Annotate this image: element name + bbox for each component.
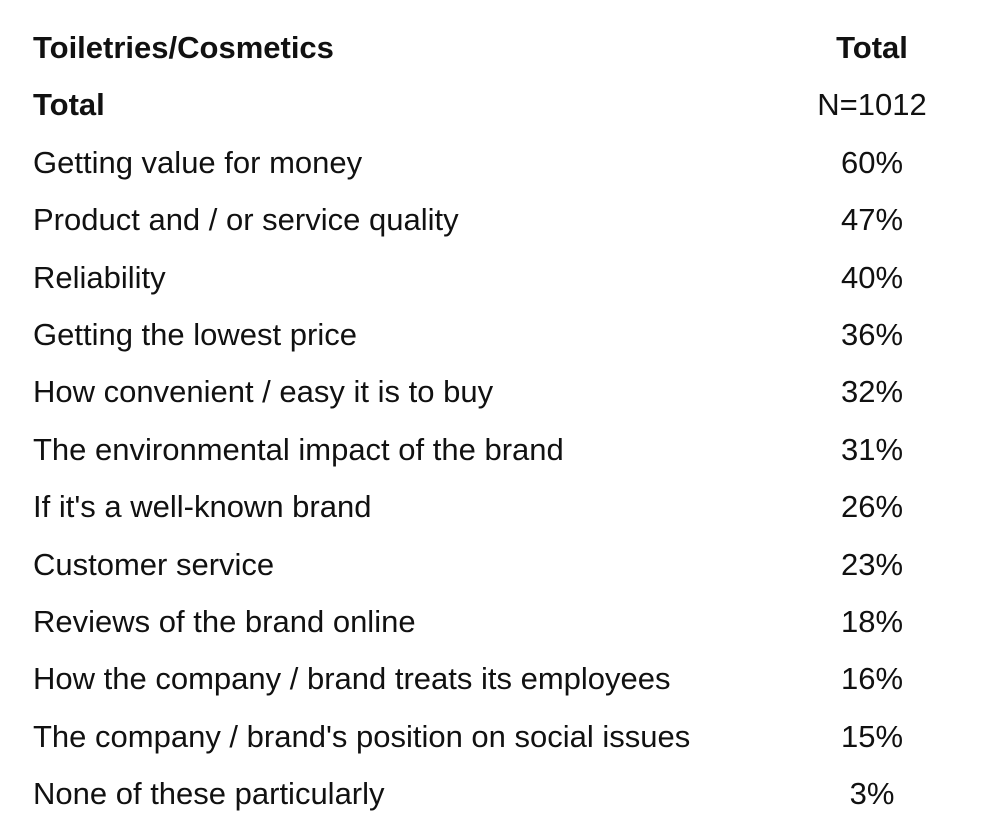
row-label: The environmental impact of the brand	[33, 431, 564, 467]
row-value: 32%	[840, 374, 904, 410]
row-label: How convenient / easy it is to buy	[33, 374, 494, 410]
row-value: 36%	[840, 317, 904, 352]
row-value: 26%	[840, 489, 904, 525]
row-value: 3%	[849, 776, 895, 812]
table-row: How convenient / easy it is to buy 32%	[0, 363, 995, 421]
row-label: Reliability	[33, 259, 166, 295]
row-value: 60%	[840, 144, 904, 180]
row-label: None of these particularly	[33, 776, 385, 812]
row-value: N=1012	[817, 87, 927, 123]
table-row: Reviews of the brand online 18%	[0, 593, 995, 651]
row-value: 23%	[840, 546, 904, 582]
row-value: 31%	[840, 431, 904, 467]
row-label: How the company / brand treats its emplo…	[33, 661, 671, 697]
row-label: Total	[33, 87, 105, 123]
header-total: Total	[836, 30, 908, 65]
row-value: 47%	[840, 202, 904, 238]
row-value: 16%	[840, 661, 904, 697]
table-row: Customer service 23%	[0, 536, 995, 594]
row-label: Customer service	[33, 546, 275, 582]
row-label: The company / brand's position on social…	[33, 718, 691, 754]
row-value: 18%	[840, 604, 904, 639]
table-row: Getting value for money 60%	[0, 134, 995, 192]
table-row: How the company / brand treats its emplo…	[0, 650, 995, 708]
header-label: Toiletries/Cosmetics	[33, 30, 334, 65]
table-row: Reliability 40%	[0, 249, 995, 307]
table-row: None of these particularly 3%	[0, 765, 995, 823]
table-row: If it's a well-known brand 26%	[0, 478, 995, 536]
table-row: Getting the lowest price 36%	[0, 306, 995, 364]
row-label: If it's a well-known brand	[33, 489, 372, 525]
row-label: Getting the lowest price	[33, 317, 357, 352]
row-label: Product and / or service quality	[33, 202, 459, 238]
table-row: The environmental impact of the brand 31%	[0, 421, 995, 479]
row-label: Getting value for money	[33, 144, 363, 180]
table-row: Total N=1012	[0, 76, 995, 134]
table-row: The company / brand's position on social…	[0, 708, 995, 766]
header-row: Toiletries/Cosmetics Total	[0, 19, 995, 77]
row-label: Reviews of the brand online	[33, 604, 416, 639]
row-value: 15%	[840, 718, 904, 754]
row-value: 40%	[840, 259, 904, 295]
table-row: Product and / or service quality 47%	[0, 191, 995, 249]
